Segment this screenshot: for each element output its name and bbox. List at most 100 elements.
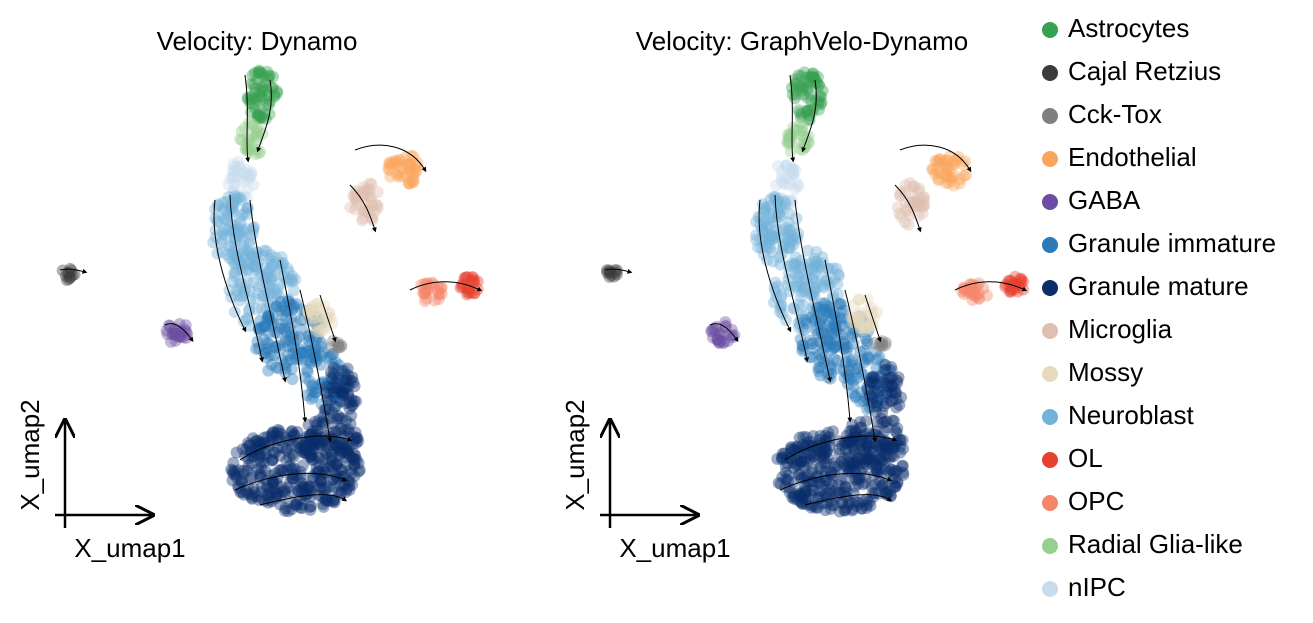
cell xyxy=(238,245,251,258)
cell xyxy=(324,311,337,324)
streamline xyxy=(244,74,251,163)
cell xyxy=(775,174,788,187)
streamline xyxy=(59,268,88,274)
cell xyxy=(880,397,893,410)
cell xyxy=(310,462,323,475)
cell xyxy=(338,478,351,491)
cell xyxy=(707,323,720,336)
cell xyxy=(327,390,340,403)
cell xyxy=(303,447,316,460)
cell xyxy=(299,436,312,449)
cell xyxy=(330,374,343,387)
cell xyxy=(211,247,224,260)
cell xyxy=(325,448,338,461)
cell xyxy=(814,90,827,103)
cell xyxy=(776,451,789,464)
cell xyxy=(247,250,260,263)
cell xyxy=(793,431,806,444)
cell xyxy=(339,477,352,490)
cell xyxy=(790,279,803,292)
cell xyxy=(764,242,777,255)
cell xyxy=(281,340,294,353)
cell xyxy=(610,268,623,281)
cell xyxy=(303,429,316,442)
cell xyxy=(794,442,807,455)
cell xyxy=(275,480,288,493)
cell xyxy=(260,474,273,487)
cell xyxy=(303,480,316,493)
cell xyxy=(404,163,417,176)
cell xyxy=(280,272,293,285)
cell xyxy=(310,315,323,328)
cell xyxy=(846,424,859,437)
cell xyxy=(786,163,799,176)
cell xyxy=(316,491,329,504)
cell xyxy=(272,289,285,302)
cell xyxy=(798,282,811,295)
cell xyxy=(782,216,795,229)
cell xyxy=(332,384,345,397)
cell xyxy=(819,504,832,517)
cell xyxy=(262,70,275,83)
cell xyxy=(315,473,328,486)
cell xyxy=(310,428,323,441)
cell xyxy=(255,302,268,315)
cell xyxy=(258,333,271,346)
cell xyxy=(879,364,892,377)
cell xyxy=(794,454,807,467)
cell xyxy=(466,271,479,284)
cell xyxy=(298,442,311,455)
cell xyxy=(813,444,826,457)
cell xyxy=(787,222,800,235)
cell xyxy=(889,424,902,437)
cell xyxy=(271,472,284,485)
streamline xyxy=(409,281,483,292)
cell xyxy=(966,293,979,306)
cell xyxy=(771,160,784,173)
cell xyxy=(784,194,797,207)
cell xyxy=(283,273,296,286)
cell xyxy=(816,279,829,292)
cell xyxy=(326,406,339,419)
cell xyxy=(247,482,260,495)
cell xyxy=(841,341,854,354)
cell xyxy=(840,316,853,329)
cell xyxy=(242,459,255,472)
cell xyxy=(779,473,792,486)
cell xyxy=(801,493,814,506)
cell xyxy=(784,168,797,181)
cell xyxy=(371,185,384,198)
cell xyxy=(339,397,352,410)
cell xyxy=(799,483,812,496)
cell xyxy=(303,480,316,493)
cell xyxy=(333,374,346,387)
cell xyxy=(461,288,474,301)
cell xyxy=(307,439,320,452)
cell xyxy=(808,260,821,273)
cell xyxy=(262,326,275,339)
cell xyxy=(352,465,365,478)
cell xyxy=(780,160,793,173)
streamline xyxy=(789,74,796,163)
legend-label: Granule immature xyxy=(1068,228,1276,258)
cell xyxy=(820,328,833,341)
cell xyxy=(878,478,891,491)
streamline xyxy=(824,259,853,423)
cell xyxy=(856,325,869,338)
cell xyxy=(711,333,724,346)
cell xyxy=(291,342,304,355)
cell xyxy=(312,414,325,427)
cell xyxy=(876,443,889,456)
cell xyxy=(762,236,775,249)
cell xyxy=(262,489,275,502)
cell xyxy=(787,169,800,182)
cell xyxy=(793,467,806,480)
cell xyxy=(821,335,834,348)
cell xyxy=(886,386,899,399)
cell xyxy=(864,371,877,384)
cell xyxy=(933,155,946,168)
cell xyxy=(276,309,289,322)
cell xyxy=(293,330,306,343)
cell xyxy=(797,342,810,355)
cell xyxy=(465,286,478,299)
